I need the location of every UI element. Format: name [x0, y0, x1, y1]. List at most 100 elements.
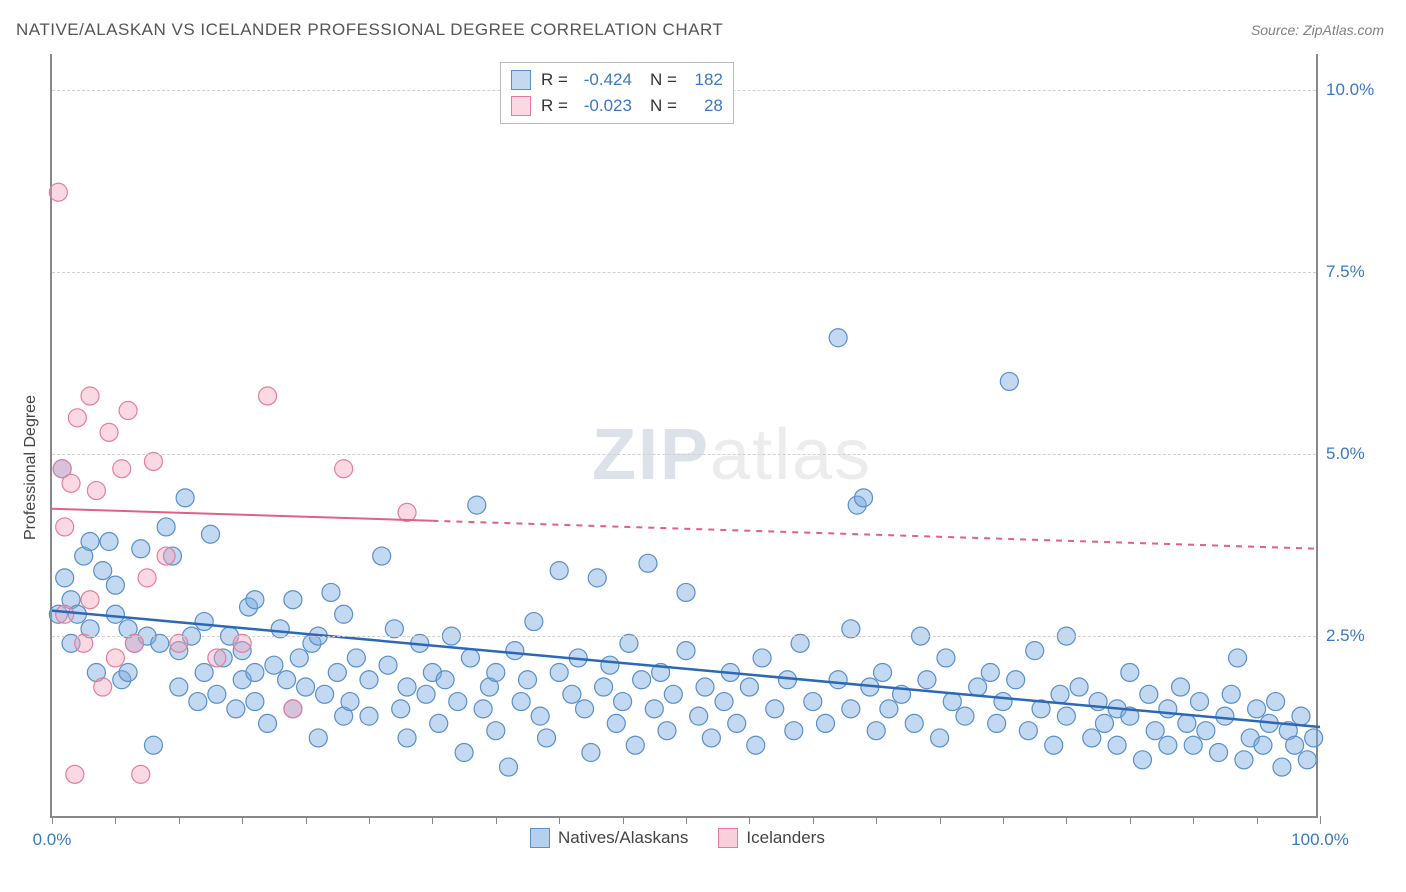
- data-point: [1191, 693, 1209, 711]
- data-point: [347, 649, 365, 667]
- r-label: R =: [541, 67, 568, 93]
- data-point: [696, 678, 714, 696]
- data-point: [360, 671, 378, 689]
- data-point: [189, 693, 207, 711]
- r-label: R =: [541, 93, 568, 119]
- data-point: [943, 693, 961, 711]
- data-point: [715, 693, 733, 711]
- bottom-legend: Natives/Alaskans Icelanders: [530, 828, 825, 848]
- data-point: [49, 183, 67, 201]
- data-point: [1146, 722, 1164, 740]
- data-point: [379, 656, 397, 674]
- data-point: [81, 591, 99, 609]
- data-point: [81, 387, 99, 405]
- data-point: [290, 649, 308, 667]
- data-point: [1184, 736, 1202, 754]
- data-point: [1095, 714, 1113, 732]
- x-tick: [306, 816, 307, 824]
- data-point: [1108, 736, 1126, 754]
- data-point: [994, 693, 1012, 711]
- data-point: [1229, 649, 1247, 667]
- data-point: [1254, 736, 1272, 754]
- n-value: 182: [687, 67, 723, 93]
- data-point: [341, 693, 359, 711]
- data-point: [487, 722, 505, 740]
- data-point: [195, 613, 213, 631]
- data-point: [658, 722, 676, 740]
- data-point: [1210, 744, 1228, 762]
- x-tick: [1130, 816, 1131, 824]
- y-tick-label: 2.5%: [1326, 626, 1386, 646]
- data-point: [94, 562, 112, 580]
- data-point: [690, 707, 708, 725]
- data-point: [81, 533, 99, 551]
- data-point: [106, 576, 124, 594]
- data-point: [487, 663, 505, 681]
- legend-label: Natives/Alaskans: [558, 828, 688, 848]
- data-point: [1267, 693, 1285, 711]
- data-point: [633, 671, 651, 689]
- data-point: [1057, 707, 1075, 725]
- source-attribution: Source: ZipAtlas.com: [1251, 22, 1384, 38]
- data-point: [259, 387, 277, 405]
- data-point: [328, 663, 346, 681]
- data-point: [202, 525, 220, 543]
- data-point: [106, 649, 124, 667]
- trend-line: [432, 521, 1320, 549]
- data-point: [62, 474, 80, 492]
- legend-label: Icelanders: [746, 828, 824, 848]
- data-point: [157, 547, 175, 565]
- x-tick: [940, 816, 941, 824]
- data-point: [322, 583, 340, 601]
- stats-legend-box: R = -0.424 N = 182 R = -0.023 N = 28: [500, 62, 734, 124]
- source-link[interactable]: ZipAtlas.com: [1303, 22, 1384, 38]
- legend-swatch: [511, 96, 531, 116]
- y-tick-label: 10.0%: [1326, 80, 1386, 100]
- y-tick-label: 5.0%: [1326, 444, 1386, 464]
- data-point: [56, 605, 74, 623]
- data-point: [1051, 685, 1069, 703]
- data-point: [259, 714, 277, 732]
- x-tick-label: 100.0%: [1291, 830, 1349, 850]
- data-point: [138, 569, 156, 587]
- data-point: [595, 678, 613, 696]
- data-point: [246, 693, 264, 711]
- data-point: [436, 671, 454, 689]
- data-point: [1159, 736, 1177, 754]
- x-tick: [1193, 816, 1194, 824]
- data-point: [874, 663, 892, 681]
- x-tick: [559, 816, 560, 824]
- data-point: [1121, 663, 1139, 681]
- data-point: [702, 729, 720, 747]
- data-point: [582, 744, 600, 762]
- data-point: [614, 693, 632, 711]
- data-point: [880, 700, 898, 718]
- data-point: [100, 533, 118, 551]
- data-point: [284, 591, 302, 609]
- data-point: [956, 707, 974, 725]
- x-tick: [1257, 816, 1258, 824]
- data-point: [563, 685, 581, 703]
- data-point: [144, 736, 162, 754]
- data-point: [430, 714, 448, 732]
- stats-row: R = -0.424 N = 182: [511, 67, 723, 93]
- data-point: [842, 700, 860, 718]
- data-point: [512, 693, 530, 711]
- scatter-svg: [52, 54, 1320, 818]
- data-point: [677, 583, 695, 601]
- legend-swatch: [718, 828, 738, 848]
- data-point: [1286, 736, 1304, 754]
- data-point: [576, 700, 594, 718]
- data-point: [816, 714, 834, 732]
- data-point: [208, 649, 226, 667]
- x-tick: [242, 816, 243, 824]
- data-point: [455, 744, 473, 762]
- x-tick: [876, 816, 877, 824]
- x-tick: [179, 816, 180, 824]
- data-point: [208, 685, 226, 703]
- data-point: [449, 693, 467, 711]
- data-point: [1083, 729, 1101, 747]
- n-label: N =: [650, 93, 677, 119]
- data-point: [474, 700, 492, 718]
- legend-swatch: [511, 70, 531, 90]
